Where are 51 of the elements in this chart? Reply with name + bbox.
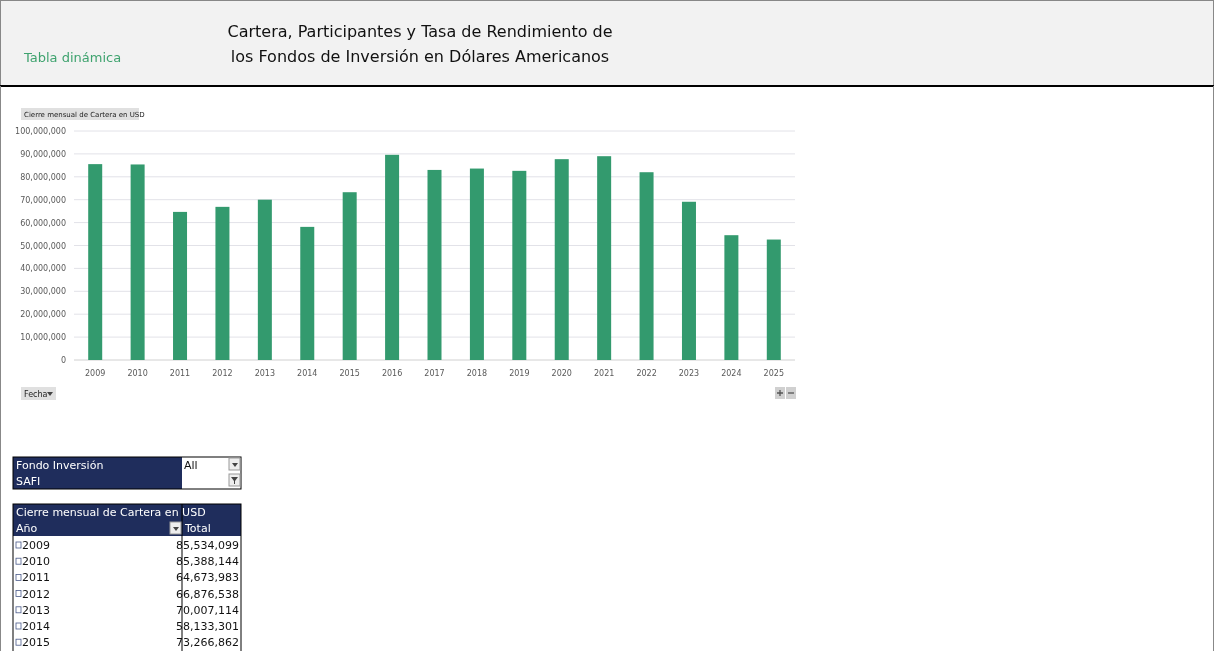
x-tick-label: 2009 xyxy=(85,369,106,378)
y-tick-label: 70,000,000 xyxy=(20,195,66,205)
text: 73,266,862 xyxy=(176,636,239,650)
x-tick-label: 2012 xyxy=(212,369,233,378)
category-label: 2010 xyxy=(22,555,50,569)
category-label: 2011 xyxy=(22,571,50,585)
text: Año xyxy=(16,522,38,535)
text: 70,007,114 xyxy=(176,603,239,617)
x-tick-label: 2024 xyxy=(721,369,742,378)
x-tick-label: 2017 xyxy=(424,369,445,378)
text: Cierre mensual de Cartera en USD xyxy=(16,506,206,519)
x-tick-label: 2019 xyxy=(509,369,530,378)
x-axis-title: Fecha xyxy=(24,390,48,399)
category-label: 2015 xyxy=(22,636,50,650)
category-label: 2014 xyxy=(22,620,50,633)
text: Fondo Inversión xyxy=(16,459,104,472)
y-tick-label: 30,000,000 xyxy=(20,287,66,297)
text: SAFI xyxy=(16,475,41,488)
x-tick-label: 2016 xyxy=(381,369,403,378)
text: 58,133,301 xyxy=(176,620,239,633)
y-tick-label: 40,000,000 xyxy=(20,264,66,274)
x-tick-label: 2010 xyxy=(127,369,148,378)
y-tick-label: 10,000,000 xyxy=(20,333,66,343)
y-tick-label: 90,000,000 xyxy=(20,149,66,159)
x-tick-label: 2021 xyxy=(593,369,615,378)
text: Total xyxy=(184,522,211,535)
text: 66,876,538 xyxy=(176,587,239,601)
text: Tabla dinámica xyxy=(23,50,122,65)
x-tick-label: 2023 xyxy=(678,369,700,378)
y-tick-label: 80,000,000 xyxy=(20,172,66,182)
x-tick-label: 2013 xyxy=(254,369,276,378)
category-label: 2012 xyxy=(22,587,50,601)
x-tick-label: 2025 xyxy=(763,369,784,378)
y-tick-label: 50,000,000 xyxy=(20,241,66,251)
text: 64,673,983 xyxy=(176,571,239,585)
x-tick-label: 2018 xyxy=(466,369,488,378)
text: All xyxy=(184,459,198,472)
y-tick-label: 20,000,000 xyxy=(20,310,66,320)
x-tick-label: 2011 xyxy=(169,369,191,378)
y-tick-label: 100,000,000 xyxy=(15,127,66,136)
x-tick-label: 2015 xyxy=(339,369,360,378)
chart-title: Cartera, Participantes y Tasa de Rendimiento de los Fondos de Inversión en Dólares Americanos xyxy=(227,22,613,66)
category-label: 2009 xyxy=(22,539,50,552)
text: 85,388,144 xyxy=(176,555,239,569)
x-tick-label: 2022 xyxy=(636,369,657,378)
y-tick-label: 0 xyxy=(60,356,66,365)
x-tick-label: 2020 xyxy=(551,369,572,378)
category-label: 2013 xyxy=(22,603,50,617)
y-tick-label: 60,000,000 xyxy=(20,218,66,228)
x-tick-label: 2014 xyxy=(297,369,318,378)
text: 85,534,099 xyxy=(176,539,239,552)
